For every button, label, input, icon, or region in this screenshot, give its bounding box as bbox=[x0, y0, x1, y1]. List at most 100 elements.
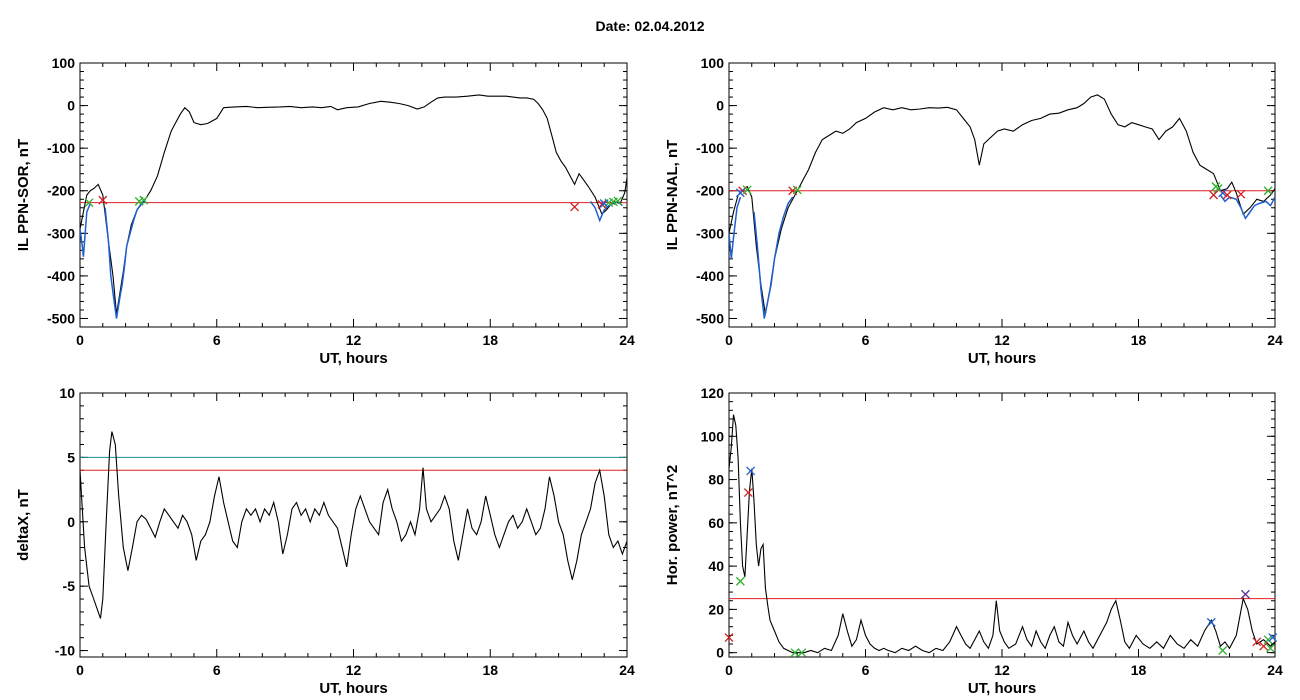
x-tick-label: 6 bbox=[213, 332, 221, 348]
plot-frame bbox=[728, 392, 1276, 658]
event-marker bbox=[613, 196, 623, 206]
event-marker bbox=[98, 195, 108, 205]
x-tick-label: 0 bbox=[76, 662, 84, 678]
data-series-line bbox=[729, 414, 1275, 654]
event-marker bbox=[792, 185, 802, 195]
x-axis-title: UT, hours bbox=[319, 680, 387, 697]
highlight-segment bbox=[753, 196, 794, 319]
y-tick-label: 60 bbox=[708, 515, 724, 531]
y-tick-label: 100 bbox=[52, 55, 76, 71]
event-marker bbox=[1252, 637, 1262, 647]
x-tick-label: 24 bbox=[1267, 662, 1283, 678]
x-tick-label: 12 bbox=[994, 332, 1010, 348]
x-tick-label: 12 bbox=[994, 662, 1010, 678]
event-marker bbox=[570, 202, 580, 212]
x-tick-label: 18 bbox=[482, 332, 498, 348]
y-tick-label: 80 bbox=[708, 472, 724, 488]
y-tick-label: -400 bbox=[696, 268, 724, 284]
y-tick-label: 0 bbox=[67, 514, 75, 530]
y-tick-label: -5 bbox=[63, 578, 76, 594]
data-series-line bbox=[729, 94, 1275, 315]
event-marker bbox=[1218, 646, 1228, 655]
event-marker bbox=[597, 199, 607, 209]
y-tick-label: -500 bbox=[696, 310, 724, 326]
y-axis-title: IL PPN-SOR, nT bbox=[15, 139, 32, 251]
event-marker bbox=[84, 198, 94, 208]
plot-frame bbox=[79, 392, 628, 658]
y-tick-label: 20 bbox=[708, 601, 724, 617]
event-marker bbox=[746, 466, 756, 476]
event-marker bbox=[797, 648, 807, 658]
event-marker bbox=[1265, 643, 1275, 653]
x-axis-title: UT, hours bbox=[968, 680, 1036, 697]
y-tick-label: -100 bbox=[47, 140, 75, 156]
event-marker bbox=[1211, 182, 1221, 191]
event-marker bbox=[1240, 589, 1250, 599]
x-tick-label: 18 bbox=[1131, 662, 1147, 678]
event-marker bbox=[735, 576, 745, 586]
chart-panel-3: 0 6 12 18 24 10 5 0 -5 -10 UT, hours deltaX, nT bbox=[15, 385, 635, 697]
event-marker bbox=[1209, 190, 1219, 200]
x-tick-label: 6 bbox=[862, 332, 870, 348]
y-tick-label: 40 bbox=[708, 558, 724, 574]
x-tick-label: 24 bbox=[619, 332, 635, 348]
x-tick-label: 18 bbox=[1131, 332, 1147, 348]
y-tick-label: -300 bbox=[47, 225, 75, 241]
x-tick-label: 0 bbox=[76, 332, 84, 348]
y-tick-label: 0 bbox=[67, 98, 75, 114]
chart-panel-2: 0 6 12 18 24 100 0 -100 -200 -300 -400 -500 UT, hour… bbox=[664, 55, 1283, 367]
y-tick-label: -500 bbox=[47, 310, 75, 326]
y-tick-label: 0 bbox=[716, 98, 724, 114]
x-tick-label: 24 bbox=[619, 662, 635, 678]
y-tick-label: 0 bbox=[716, 645, 724, 661]
x-tick-label: 6 bbox=[862, 662, 870, 678]
event-marker bbox=[1236, 189, 1246, 199]
event-marker bbox=[599, 199, 609, 208]
y-tick-label: 100 bbox=[701, 55, 725, 71]
data-series-line bbox=[80, 94, 627, 315]
y-tick-label: -200 bbox=[47, 183, 75, 199]
event-marker bbox=[735, 188, 745, 198]
x-tick-label: 6 bbox=[213, 662, 221, 678]
event-marker bbox=[1206, 617, 1216, 627]
y-tick-label: -300 bbox=[696, 225, 724, 241]
highlight-segment bbox=[729, 196, 742, 259]
y-tick-label: -100 bbox=[696, 140, 724, 156]
y-tick-label: -400 bbox=[47, 268, 75, 284]
event-marker bbox=[139, 195, 149, 205]
x-tick-label: 0 bbox=[725, 332, 733, 348]
event-marker bbox=[742, 185, 752, 195]
y-axis-title: Hor. power, nT^2 bbox=[664, 465, 681, 585]
x-axis-title: UT, hours bbox=[968, 350, 1036, 367]
x-tick-label: 18 bbox=[482, 662, 498, 678]
highlight-segment bbox=[104, 200, 147, 319]
y-tick-label: 10 bbox=[59, 385, 75, 401]
y-axis-title: deltaX, nT bbox=[15, 489, 32, 561]
event-marker bbox=[1268, 633, 1278, 642]
x-tick-label: 12 bbox=[346, 662, 362, 678]
event-marker bbox=[790, 648, 800, 658]
y-tick-label: -10 bbox=[55, 643, 75, 659]
chart-panel-4: 0 6 12 18 24 120 100 80 60 40 20 0 UT, hours Hor. pow… bbox=[664, 385, 1283, 697]
y-axis-title: IL PPN-NAL, nT bbox=[664, 140, 681, 251]
chart-panel-1: 0 6 12 18 24 100 0 -100 -200 -300 -400 -500 UT, hour… bbox=[15, 55, 635, 367]
event-marker bbox=[743, 488, 753, 498]
plot-frame bbox=[728, 62, 1276, 328]
x-axis-title: UT, hours bbox=[319, 350, 387, 367]
y-tick-label: -200 bbox=[696, 183, 724, 199]
y-tick-label: 120 bbox=[701, 385, 725, 401]
event-marker bbox=[1263, 186, 1273, 196]
event-marker bbox=[1263, 635, 1273, 645]
x-tick-label: 12 bbox=[346, 332, 362, 348]
event-marker bbox=[1259, 641, 1269, 651]
figure-title: Date: 02.04.2012 bbox=[595, 18, 705, 34]
y-tick-label: 100 bbox=[701, 428, 725, 444]
plot-frame bbox=[79, 62, 628, 328]
highlight-segment bbox=[1219, 194, 1275, 220]
highlight-segment bbox=[80, 203, 91, 257]
y-tick-label: 5 bbox=[67, 449, 75, 465]
x-tick-label: 0 bbox=[725, 662, 733, 678]
event-marker bbox=[1222, 190, 1232, 200]
data-series-line bbox=[80, 431, 627, 619]
